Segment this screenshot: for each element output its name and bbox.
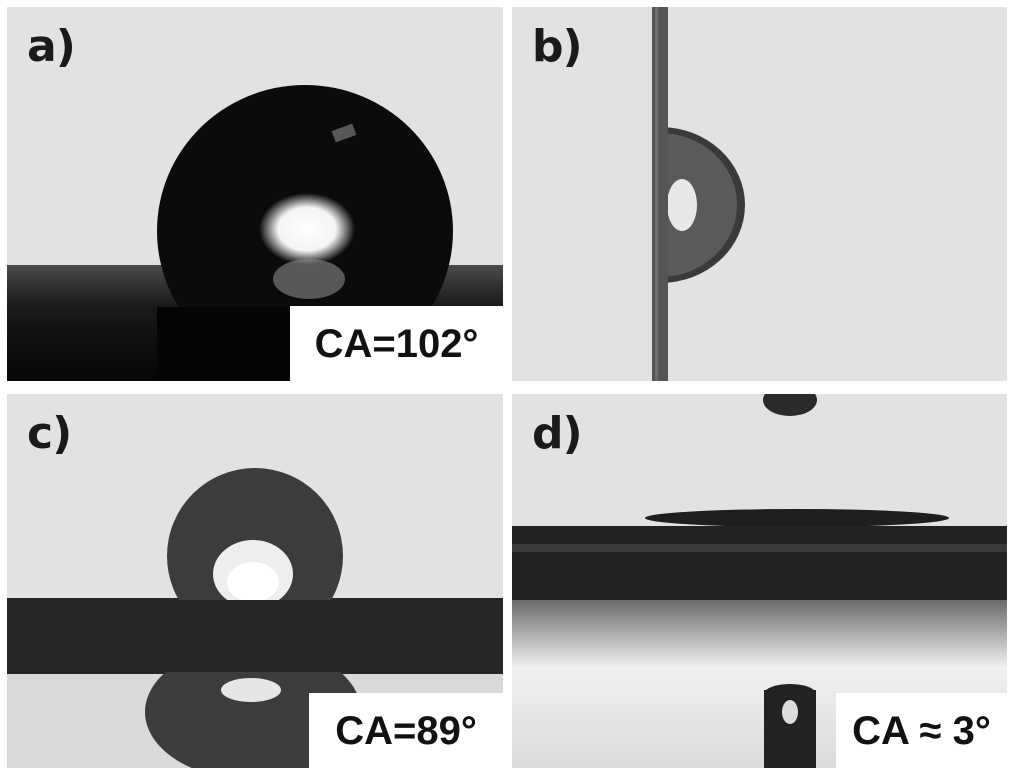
fiber-d	[512, 526, 1007, 600]
panel-b: b)	[512, 7, 1007, 381]
droplet-reflection-c	[145, 644, 361, 768]
panel-a: a) CA=102°	[7, 7, 503, 381]
panel-label-a: a)	[27, 21, 76, 72]
contact-angle-label-d: CA ≈ 3°	[836, 693, 1007, 768]
needle-tip-top-d	[763, 394, 817, 416]
panel-d: d) CA ≈ 3°	[512, 394, 1007, 768]
droplet-highlight-a	[259, 193, 355, 265]
panel-label-c: c)	[27, 408, 72, 459]
spread-film-d	[645, 509, 949, 527]
droplet-photo-c	[7, 394, 503, 768]
panel-label-d: d)	[532, 408, 583, 459]
fiber-b	[652, 7, 668, 381]
contact-angle-label-a: CA=102°	[290, 306, 503, 381]
panel-c: c) CA=89°	[7, 394, 503, 768]
contact-angle-label-c: CA=89°	[309, 693, 503, 768]
panel-label-b: b)	[532, 21, 583, 72]
droplet-photo-b	[512, 7, 1007, 381]
